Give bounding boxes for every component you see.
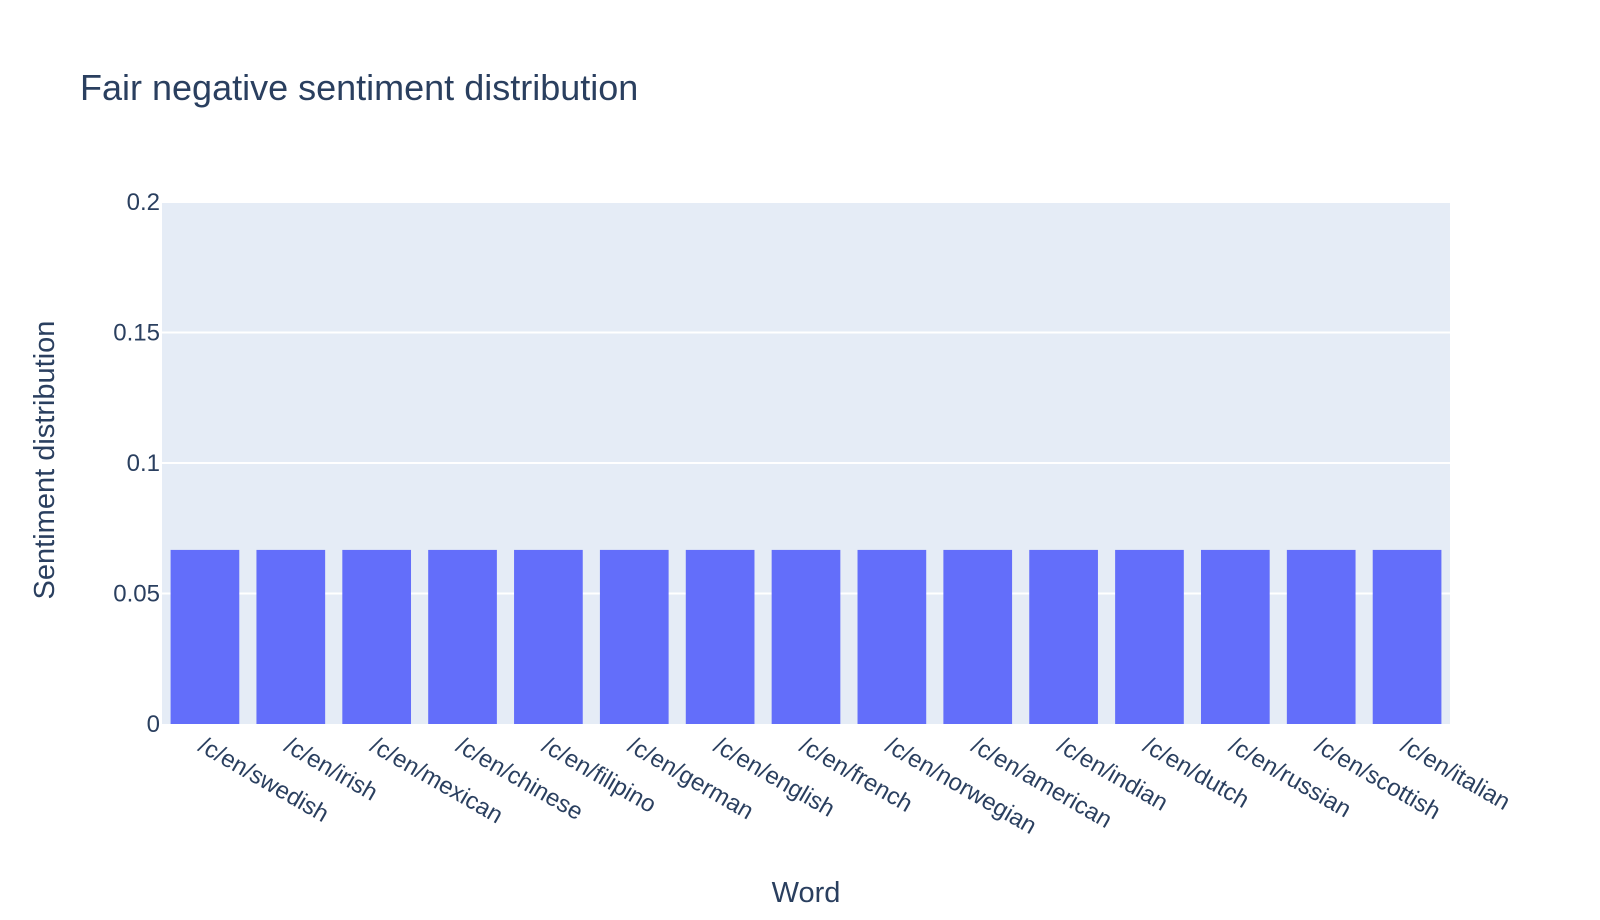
x-axis-title: Word bbox=[772, 877, 841, 909]
bar bbox=[1200, 549, 1270, 724]
bar bbox=[943, 549, 1013, 724]
x-tick-label: /c/en/norwegian bbox=[881, 732, 1041, 840]
bar bbox=[685, 549, 755, 724]
x-axis-ticks: /c/en/swedish/c/en/irish/c/en/mexican/c/… bbox=[194, 732, 1515, 840]
bar bbox=[428, 549, 497, 724]
bar bbox=[857, 549, 927, 724]
bar bbox=[771, 549, 841, 724]
bar bbox=[1372, 549, 1442, 724]
y-axis-title: Sentiment distribution bbox=[29, 321, 61, 600]
bar bbox=[170, 549, 240, 724]
y-tick-label: 0.1 bbox=[127, 450, 160, 477]
y-tick-label: 0.05 bbox=[113, 581, 160, 608]
y-axis-ticks: 0 0.05 0.1 0.15 0.2 bbox=[113, 189, 160, 738]
bar bbox=[1029, 549, 1098, 724]
bar bbox=[514, 549, 583, 724]
bar bbox=[1286, 549, 1356, 724]
bar bbox=[1115, 549, 1184, 724]
y-tick-label: 0.2 bbox=[127, 189, 160, 216]
y-tick-label: 0 bbox=[147, 711, 160, 738]
chart-title: Fair negative sentiment distribution bbox=[80, 67, 638, 108]
bar bbox=[599, 549, 669, 724]
bar bbox=[342, 549, 412, 724]
y-tick-label: 0.15 bbox=[113, 320, 160, 347]
bar bbox=[256, 549, 326, 724]
bars bbox=[170, 549, 1442, 724]
